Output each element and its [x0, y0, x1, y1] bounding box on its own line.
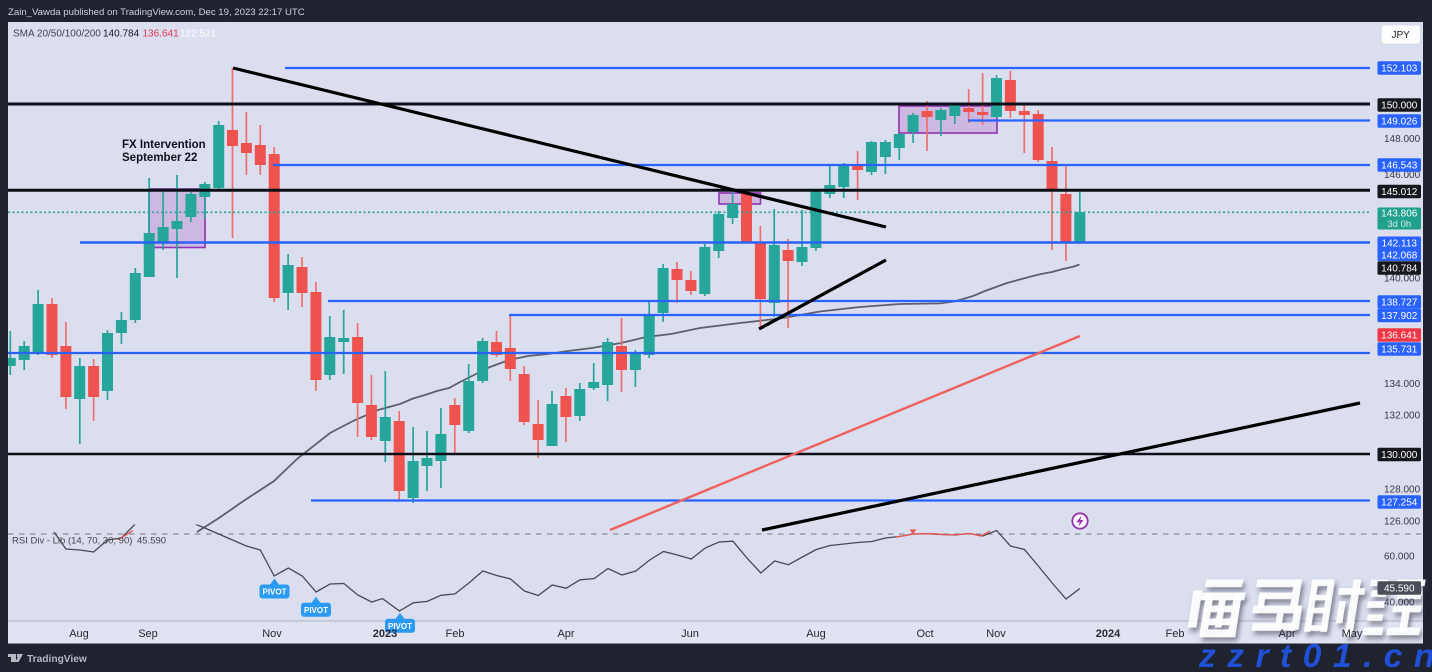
svg-text:150.000: 150.000 [1381, 101, 1418, 112]
svg-text:142.068: 142.068 [1381, 250, 1418, 261]
svg-text:2024: 2024 [1096, 628, 1121, 640]
svg-text:134.000: 134.000 [1384, 379, 1421, 390]
svg-text:Feb: Feb [1166, 628, 1185, 640]
svg-text:143.806: 143.806 [1381, 209, 1418, 220]
svg-text:Zain_Vawda published on Tradin: Zain_Vawda published on TradingView.com,… [8, 7, 305, 18]
svg-text:Apr: Apr [557, 628, 574, 640]
svg-text:132.000: 132.000 [1384, 411, 1421, 422]
svg-text:60.000: 60.000 [1384, 552, 1415, 563]
svg-text:45.590: 45.590 [137, 536, 166, 547]
svg-text:3d 0h: 3d 0h [1387, 219, 1411, 230]
svg-text:145.012: 145.012 [1381, 187, 1418, 198]
svg-text:127.254: 127.254 [1381, 498, 1418, 509]
svg-text:137.902: 137.902 [1381, 311, 1418, 322]
svg-text:136.641: 136.641 [143, 29, 180, 40]
svg-text:Nov: Nov [262, 628, 282, 640]
svg-text:2023: 2023 [373, 628, 397, 640]
svg-text:146.543: 146.543 [1381, 161, 1418, 172]
svg-text:PIVOT: PIVOT [304, 606, 328, 615]
svg-text:126.000: 126.000 [1384, 517, 1421, 528]
svg-text:140.000: 140.000 [1384, 274, 1421, 285]
svg-text:45.590: 45.590 [1384, 584, 1415, 595]
svg-text:148.000: 148.000 [1384, 134, 1421, 145]
svg-text:140.784: 140.784 [1381, 264, 1418, 275]
svg-text:40.000: 40.000 [1384, 598, 1415, 609]
svg-text:138.727: 138.727 [1381, 298, 1418, 309]
svg-text:135.731: 135.731 [1381, 345, 1418, 356]
svg-text:PIVOT: PIVOT [388, 622, 412, 631]
svg-text:Apr: Apr [1278, 628, 1295, 640]
svg-text:122.521: 122.521 [180, 29, 217, 40]
svg-text:149.026: 149.026 [1381, 117, 1418, 128]
svg-text:Feb: Feb [446, 628, 465, 640]
svg-text:Aug: Aug [69, 628, 89, 640]
svg-text:TradingView: TradingView [27, 654, 87, 665]
svg-text:PIVOT: PIVOT [262, 588, 286, 597]
svg-text:Aug: Aug [806, 628, 826, 640]
svg-text:FX Intervention: FX Intervention [122, 139, 206, 151]
svg-text:128.000: 128.000 [1384, 485, 1421, 496]
svg-text:130.000: 130.000 [1381, 450, 1418, 461]
svg-text:Nov: Nov [986, 628, 1006, 640]
svg-text:May: May [1342, 628, 1363, 640]
svg-text:JPY: JPY [1392, 30, 1411, 41]
svg-text:146.000: 146.000 [1384, 170, 1421, 181]
svg-text:Oct: Oct [916, 628, 933, 640]
svg-text:Jun: Jun [681, 628, 699, 640]
svg-text:SMA 20/50/100/200: SMA 20/50/100/200 [13, 29, 101, 40]
svg-text:152.103: 152.103 [1381, 64, 1418, 75]
svg-text:zzrt01.cn: zzrt01.cn [1198, 638, 1432, 672]
svg-text:136.641: 136.641 [1381, 331, 1418, 342]
svg-text:Sep: Sep [138, 628, 158, 640]
svg-text:140.784: 140.784 [103, 29, 140, 40]
svg-text:RSI Div - Lib (14, 70, 30, 90): RSI Div - Lib (14, 70, 30, 90) [12, 536, 132, 547]
svg-text:142.113: 142.113 [1382, 238, 1418, 249]
svg-text:September 22: September 22 [122, 152, 197, 164]
